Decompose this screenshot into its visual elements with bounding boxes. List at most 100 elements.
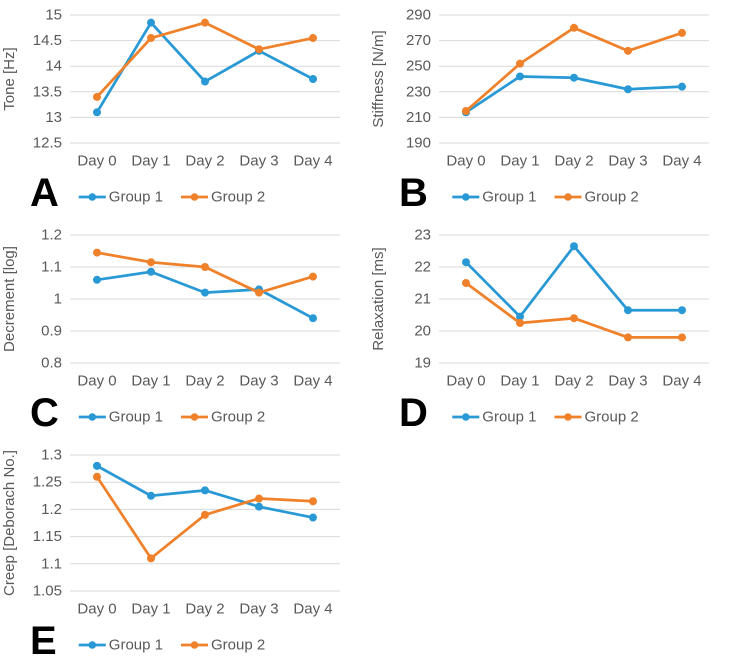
legend-marker-dot-group-2 xyxy=(190,193,199,201)
data-point-group-1 xyxy=(309,314,317,323)
legend-item-group-2: Group 2 xyxy=(181,637,265,654)
data-point-group-2 xyxy=(624,46,632,55)
panel-label-D: D xyxy=(399,391,428,435)
data-point-group-2 xyxy=(201,510,209,519)
x-tick-label: Day 2 xyxy=(185,601,224,618)
y-axis-title: Relaxation [ms] xyxy=(370,247,387,350)
y-tick-label: 19 xyxy=(414,355,431,372)
legend-marker-dot-group-2 xyxy=(564,413,572,421)
data-point-group-1 xyxy=(678,306,686,315)
legend: Group 1 Group 2 xyxy=(452,409,639,426)
data-point-group-2 xyxy=(147,34,155,43)
data-point-group-1 xyxy=(570,73,578,82)
data-point-group-1 xyxy=(201,77,209,86)
data-point-group-2 xyxy=(624,333,632,342)
y-axis-title: Decrement [log] xyxy=(1,246,18,352)
x-tick-label: Day 4 xyxy=(293,373,332,390)
legend-label-group-2: Group 2 xyxy=(585,189,639,206)
gridlines xyxy=(439,14,709,144)
gridlines xyxy=(70,454,340,592)
data-point-group-1 xyxy=(93,108,101,117)
legend-marker-dot-group-1 xyxy=(461,413,470,421)
x-tick-label: Day 4 xyxy=(293,601,332,618)
chart-relaxation: 23 22 21 20 19 Relaxation [ms] Day 0 Day 1 Day 2… xyxy=(369,220,738,438)
chart-decrement: 1.2 1.1 1 0.9 0.8 Decrement [log] Day 0 Day 1 Da… xyxy=(0,220,360,438)
legend: Group 1 Group 2 xyxy=(78,409,265,426)
x-tick-label: Day 1 xyxy=(500,373,539,390)
y-tick-label: 250 xyxy=(406,58,431,75)
data-point-group-2 xyxy=(516,319,524,327)
data-point-group-2 xyxy=(93,92,101,101)
data-point-group-1 xyxy=(624,85,632,94)
legend-label-group-1: Group 1 xyxy=(109,409,163,426)
data-point-group-1 xyxy=(147,267,155,276)
legend-item-group-1: Group 1 xyxy=(452,409,537,426)
data-point-group-2 xyxy=(201,18,209,27)
x-tick-label: Day 0 xyxy=(77,373,116,390)
data-point-group-2 xyxy=(678,28,686,37)
x-tick-label: Day 4 xyxy=(293,153,332,170)
x-tick-label: Day 1 xyxy=(131,373,170,390)
data-point-group-2 xyxy=(93,248,101,257)
data-point-group-2 xyxy=(309,272,317,281)
series-line-group-2 xyxy=(95,251,315,294)
y-tick-label: 0.9 xyxy=(41,323,62,340)
data-point-group-1 xyxy=(147,18,155,27)
y-tick-label: 20 xyxy=(414,323,431,340)
y-tick-label: 13.5 xyxy=(33,83,62,100)
y-tick-label: 12.5 xyxy=(33,135,62,152)
y-tick-label: 14 xyxy=(45,58,62,75)
x-tick-label: Day 4 xyxy=(662,153,701,170)
data-point-group-1 xyxy=(678,82,686,91)
legend-marker-dot-group-2 xyxy=(564,193,572,201)
data-point-group-1 xyxy=(624,306,632,315)
legend-item-group-1: Group 1 xyxy=(452,189,537,206)
data-point-group-2 xyxy=(462,107,470,115)
x-tick-label: Day 0 xyxy=(446,153,485,170)
y-tick-label: 21 xyxy=(414,291,431,308)
data-point-group-1 xyxy=(462,258,470,267)
legend-marker-dot-group-2 xyxy=(190,413,199,421)
y-tick-label: 1.2 xyxy=(41,501,62,518)
x-tick-label: Day 2 xyxy=(185,153,224,170)
data-point-group-2 xyxy=(570,23,578,32)
chart-stiffness: 290 270 250 230 210 190 Stiffness [N/m] Day 0 Da… xyxy=(369,0,738,218)
legend-item-group-2: Group 2 xyxy=(554,189,639,206)
x-tick-label: Day 1 xyxy=(131,601,170,618)
data-point-group-1 xyxy=(309,513,317,522)
x-tick-label: Day 1 xyxy=(500,153,539,170)
legend-label-group-1: Group 1 xyxy=(482,189,536,206)
legend-marker-dot-group-2 xyxy=(190,641,199,649)
y-tick-label: 1.15 xyxy=(33,528,62,545)
legend: Group 1 Group 2 xyxy=(452,189,639,206)
y-tick-label: 190 xyxy=(406,135,431,152)
panel-label-B: B xyxy=(399,171,428,215)
data-point-group-2 xyxy=(147,258,155,267)
legend-label-group-1: Group 1 xyxy=(109,189,163,206)
x-tick-label: Day 0 xyxy=(77,601,116,618)
data-point-group-2 xyxy=(309,34,317,43)
y-axis-title: Creep [Deborach No.] xyxy=(1,450,18,596)
legend-label-group-2: Group 2 xyxy=(211,409,265,426)
data-point-group-2 xyxy=(309,497,317,506)
y-tick-label: 1.2 xyxy=(41,227,62,244)
legend-label-group-1: Group 1 xyxy=(109,637,163,654)
data-point-group-1 xyxy=(570,242,578,251)
y-tick-label: 1.1 xyxy=(41,259,62,276)
y-axis-title: Stiffness [N/m] xyxy=(370,30,387,127)
x-tick-label: Day 2 xyxy=(554,153,593,170)
x-tick-label: Day 1 xyxy=(131,153,170,170)
data-point-group-1 xyxy=(516,312,524,321)
chart-B-canvas: 290 270 250 230 210 190 Stiffness [N/m] Day 0 Da… xyxy=(370,7,709,215)
y-tick-label: 1.1 xyxy=(41,555,62,572)
data-point-group-1 xyxy=(516,72,524,81)
legend-item-group-1: Group 1 xyxy=(78,637,163,654)
chart-E-canvas: 1.3 1.25 1.2 1.15 1.1 1.05 Creep [Deborach No.… xyxy=(1,447,340,663)
x-tick-label: Day 2 xyxy=(185,373,224,390)
series-line-group-2 xyxy=(95,21,315,99)
y-tick-label: 13 xyxy=(45,109,62,126)
x-tick-label: Day 2 xyxy=(554,373,593,390)
chart-D-canvas: 23 22 21 20 19 Relaxation [ms] Day 0 Day 1 Day 2… xyxy=(370,227,709,435)
legend: Group 1 Group 2 xyxy=(78,637,265,654)
